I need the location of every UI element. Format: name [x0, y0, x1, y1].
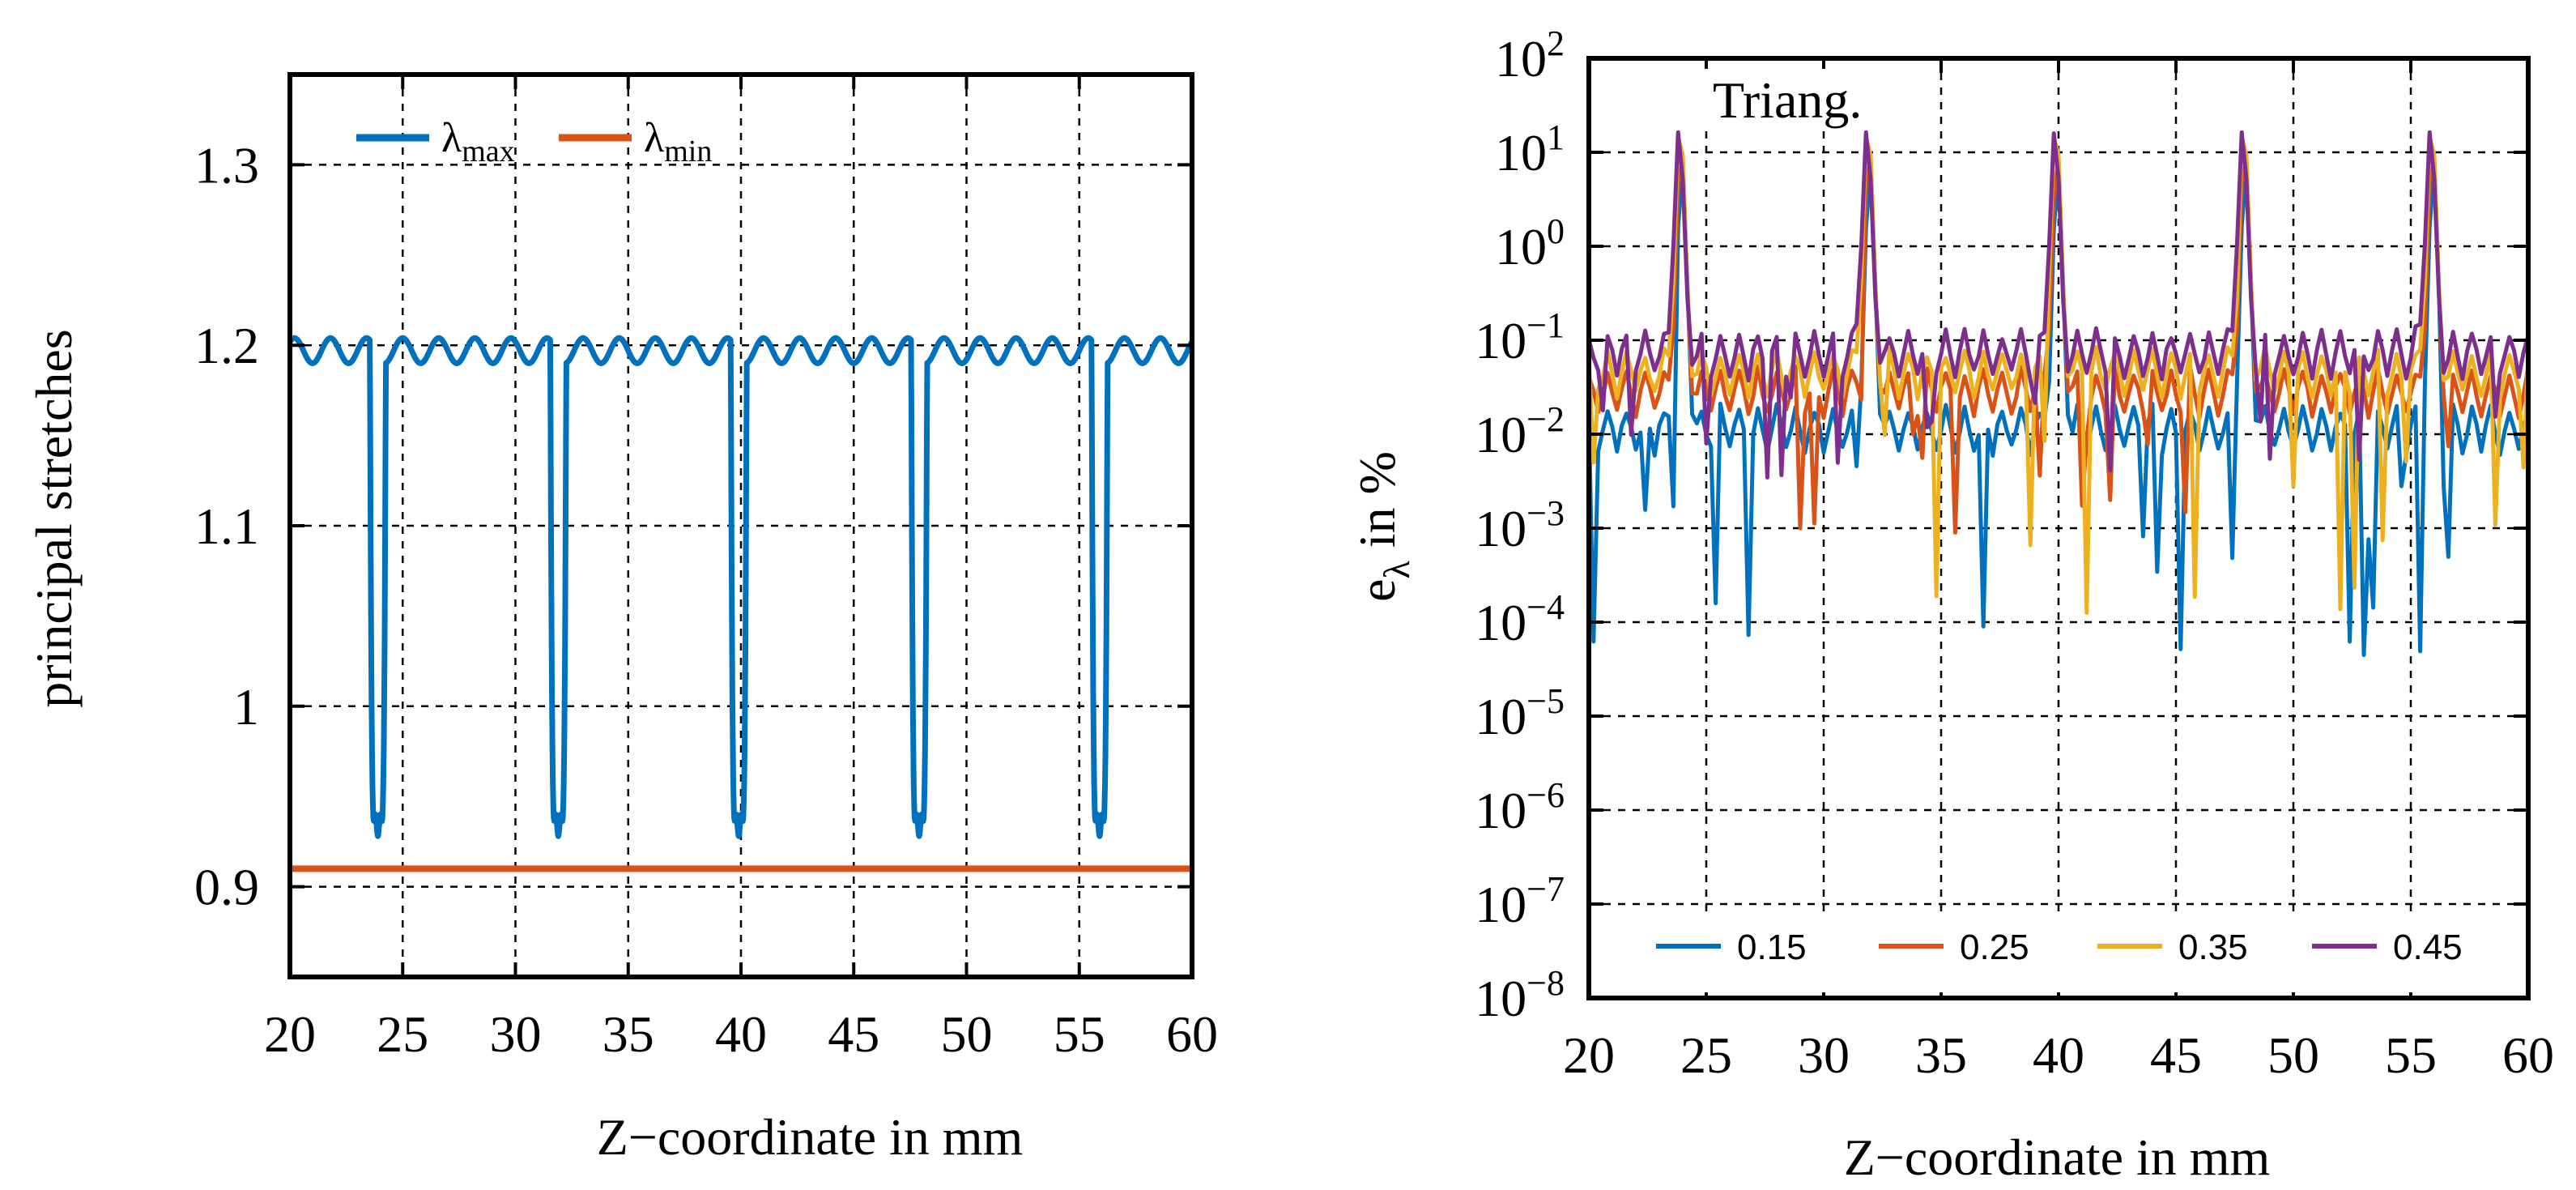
series-line-0.45 — [1586, 130, 2531, 480]
right-x-tick-label: 20 — [1563, 1026, 1615, 1084]
right-y-tick-label: 10−1 — [1475, 305, 1565, 369]
chart-principal-stretches: 20 25 30 35 40 45 50 55 60 0.9 1 1.1 1.2 1.3 λmax λmi… — [25, 72, 1218, 1166]
legend-label-lambda-max: λmax — [441, 115, 515, 168]
right-y-tick-label: 10−3 — [1475, 493, 1565, 557]
legend-label-lambda-min: λmin — [644, 115, 712, 168]
right-x-tick-label: 50 — [2267, 1026, 2319, 1084]
right-y-tick-label: 10−2 — [1475, 399, 1565, 463]
left-x-tick-label: 30 — [490, 1005, 542, 1063]
right-y-tick-label: 10−7 — [1475, 869, 1565, 933]
left-y-tick-label: 1.2 — [194, 317, 259, 374]
left-grid — [290, 75, 1192, 977]
left-x-tick-label: 50 — [941, 1005, 993, 1063]
left-x-tick-label: 40 — [715, 1005, 767, 1063]
left-x-tick-label: 20 — [264, 1005, 316, 1063]
left-legend: λmax λmin — [356, 115, 712, 168]
right-y-tick-label: 10−5 — [1475, 681, 1565, 745]
right-grid — [1589, 58, 2528, 998]
right-y-axis-label: eλ in % — [1348, 451, 1417, 602]
left-x-axis-label: Z−coordinate in mm — [597, 1108, 1024, 1166]
right-x-tick-label: 60 — [2502, 1026, 2554, 1084]
annotation-triang: Triang. — [1713, 71, 1862, 129]
right-x-tick-label: 40 — [2033, 1026, 2084, 1084]
annotation-background — [1672, 69, 1891, 126]
right-y-tick-label: 102 — [1495, 23, 1565, 87]
right-legend: 0.15 0.25 0.35 0.45 — [1628, 915, 2523, 992]
left-x-tick-label: 60 — [1166, 1005, 1218, 1063]
right-ticks: 20 25 30 35 40 45 50 55 60 102 101 100 10−1 10−2 10−3 1… — [1475, 23, 2554, 1084]
right-y-tick-label: 10−8 — [1475, 963, 1565, 1027]
right-x-tick-label: 45 — [2150, 1026, 2202, 1084]
left-x-tick-label: 25 — [377, 1005, 428, 1063]
right-y-tick-label: 10−4 — [1475, 587, 1565, 651]
left-x-tick-label: 45 — [828, 1005, 879, 1063]
chart-error-log: 20 25 30 35 40 45 50 55 60 102 101 100 10−1 10−2 10−3 1… — [1348, 23, 2554, 1186]
series-line-lambda-max — [287, 335, 1194, 839]
right-legend-background — [1628, 915, 2523, 992]
right-x-tick-label: 25 — [1680, 1026, 1732, 1084]
left-y-tick-label: 0.9 — [194, 859, 259, 916]
legend-label-0.45: 0.45 — [2393, 928, 2463, 967]
left-ticks: 20 25 30 35 40 45 50 55 60 0.9 1 1.1 1.2 1.3 — [194, 75, 1218, 1063]
left-y-axis-label: principal stretches — [25, 329, 83, 707]
right-x-tick-label: 35 — [1915, 1026, 1967, 1084]
legend-label-0.25: 0.25 — [1960, 928, 2029, 967]
legend-label-0.35: 0.35 — [2178, 928, 2248, 967]
right-series-group — [1586, 130, 2531, 658]
right-x-axis-label: Z−coordinate in mm — [1844, 1128, 2271, 1186]
right-x-tick-label: 55 — [2385, 1026, 2437, 1084]
left-x-tick-label: 35 — [602, 1005, 654, 1063]
legend-label-0.15: 0.15 — [1737, 928, 1807, 967]
right-y-tick-label: 10−6 — [1475, 775, 1565, 839]
series-line-0.35 — [1586, 134, 2531, 616]
left-y-tick-label: 1.3 — [194, 136, 259, 194]
left-y-tick-label: 1.1 — [194, 497, 259, 555]
left-y-tick-label: 1 — [233, 678, 259, 736]
left-series-group — [287, 335, 1194, 872]
right-y-tick-label: 100 — [1495, 211, 1565, 275]
left-x-tick-label: 55 — [1054, 1005, 1105, 1063]
right-x-tick-label: 30 — [1798, 1026, 1850, 1084]
right-y-tick-label: 101 — [1495, 117, 1565, 181]
